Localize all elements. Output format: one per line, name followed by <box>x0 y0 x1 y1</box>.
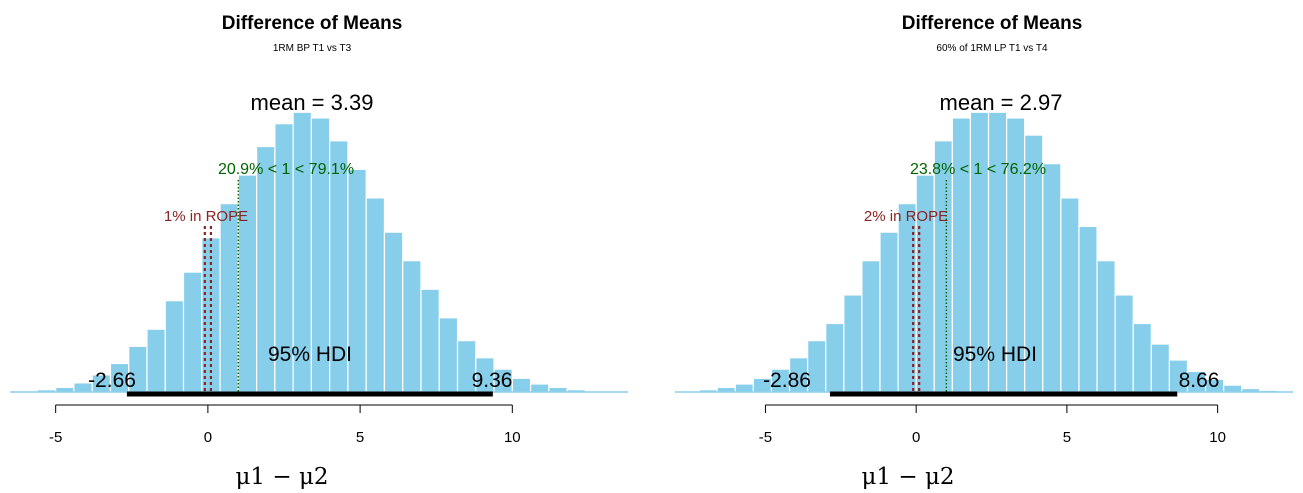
histogram-bar <box>1096 260 1116 393</box>
histogram-bar <box>1223 384 1243 393</box>
histogram-bar <box>897 203 917 393</box>
histogram-bar <box>825 322 845 393</box>
x-tick-label: -5 <box>49 429 62 446</box>
x-axis: -5 0 5 10 <box>49 404 521 446</box>
histogram-bar <box>438 317 459 393</box>
histogram-bar <box>420 288 440 393</box>
hdi-low-label: -2.66 <box>88 369 136 392</box>
hdi-high-label: 9.36 <box>472 369 513 392</box>
hdi-label: 95% HDI <box>268 343 352 366</box>
rope-lines <box>912 226 921 392</box>
histogram-bar <box>511 377 532 393</box>
mean-label: mean = 2.97 <box>940 90 1063 115</box>
histogram-bar <box>146 328 166 393</box>
x-tick-label: 5 <box>356 429 364 446</box>
histogram-bar <box>1114 294 1134 393</box>
chart-title: Difference of Means <box>902 13 1083 34</box>
x-axis-label: μ1 − μ2 <box>861 464 954 490</box>
histogram-bar <box>734 383 754 393</box>
histogram-bar <box>219 203 239 393</box>
histogram-panel-left: -5 0 5 10 Difference of Means 1RM BP T1 vs … <box>10 13 628 490</box>
histogram-bar <box>182 271 203 393</box>
comp-label: 23.8% < 1 < 76.2% <box>910 161 1046 178</box>
histogram-bar <box>365 197 386 393</box>
comp-label: 20.9% < 1 < 79.1% <box>218 161 354 178</box>
histogram-bar <box>1042 163 1062 393</box>
x-tick-label: 5 <box>1063 429 1071 446</box>
hdi-high-label: 8.66 <box>1179 369 1220 392</box>
histogram-bars <box>698 111 1279 393</box>
histogram-bar <box>1132 322 1152 393</box>
hdi-low-label: -2.86 <box>763 369 811 392</box>
x-tick-label: 0 <box>204 429 212 446</box>
histogram-bar <box>164 300 185 393</box>
rope-label: 2% in ROPE <box>864 208 948 225</box>
histogram-bar <box>879 231 899 393</box>
histogram-bar <box>1078 225 1098 393</box>
histogram-bar <box>529 383 550 393</box>
histogram-bar <box>402 260 422 393</box>
mean-label: mean = 3.39 <box>251 90 374 115</box>
histogram-bar <box>1060 197 1080 393</box>
x-axis: -5 0 5 10 <box>759 404 1226 446</box>
histogram-panel-right: -5 0 5 10 Difference of Means 60% of 1RM LP… <box>675 13 1293 490</box>
chart-title: Difference of Means <box>222 13 403 34</box>
histogram-bar <box>201 237 221 393</box>
histogram-bar <box>843 294 863 393</box>
hdi-label: 95% HDI <box>953 343 1037 366</box>
x-tick-label: -5 <box>759 429 772 446</box>
histogram-bar <box>383 231 404 393</box>
histogram-bar <box>1150 343 1170 393</box>
histogram-bar <box>861 260 881 393</box>
x-tick-label: 0 <box>912 429 920 446</box>
x-tick-label: 10 <box>504 429 521 446</box>
rope-lines <box>203 226 213 392</box>
x-tick-label: 10 <box>1209 429 1226 446</box>
chart-subtitle: 60% of 1RM LP T1 vs T4 <box>936 43 1048 54</box>
rope-label: 1% in ROPE <box>164 208 248 225</box>
x-axis-label: μ1 − μ2 <box>235 464 328 490</box>
histogram-bar <box>933 140 953 393</box>
chart-subtitle: 1RM BP T1 vs T3 <box>273 43 352 54</box>
